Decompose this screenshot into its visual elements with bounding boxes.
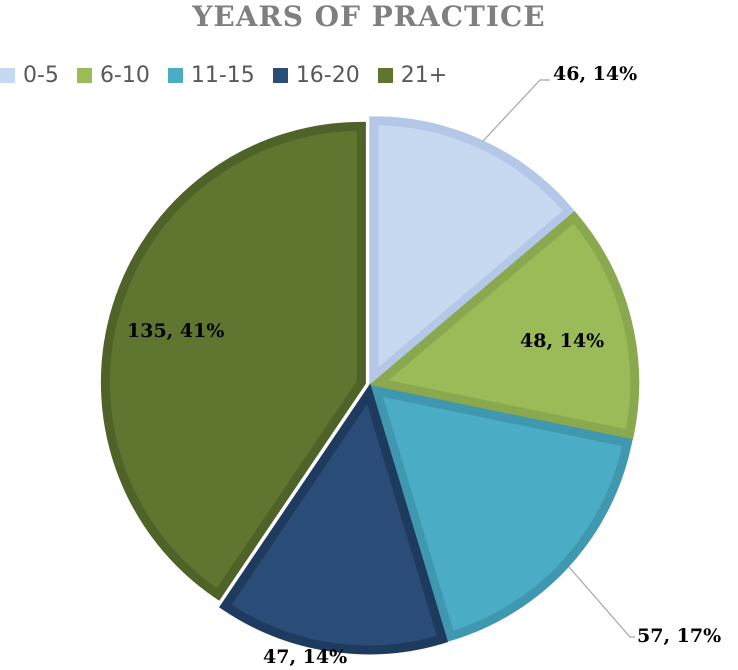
data-label-21-plus: 135, 41% <box>127 320 224 342</box>
legend-swatch-21-plus <box>377 67 393 83</box>
data-label-6-10: 48, 14% <box>520 330 604 352</box>
legend-item-6-10: 6-10 <box>76 62 150 88</box>
legend: 0-5 6-10 11-15 16-20 21+ <box>0 60 465 90</box>
legend-label-6-10: 6-10 <box>99 62 150 88</box>
pie-slice-16-20 <box>219 383 449 655</box>
pie-slice-0-5 <box>369 116 576 387</box>
chart-title: YEARS OF PRACTICE <box>192 0 546 33</box>
pie-slice-6-10 <box>368 210 640 440</box>
data-label-0-5: 46, 14% <box>553 63 637 85</box>
data-label-16-20: 47, 14% <box>263 646 347 668</box>
leader-line-0-5 <box>482 79 550 142</box>
data-label-11-15: 57, 17% <box>637 625 721 647</box>
legend-swatch-0-5 <box>0 67 15 83</box>
pie-slices <box>100 116 640 655</box>
leader-lines <box>482 79 635 638</box>
data-labels: 46, 14% 48, 14% 57, 17% 47, 14% 135, 41% <box>127 63 721 668</box>
pie-slice-21-plus <box>100 121 366 601</box>
leader-line-11-15 <box>568 566 635 638</box>
legend-label-0-5: 0-5 <box>23 62 59 88</box>
legend-item-11-15: 11-15 <box>167 62 255 88</box>
legend-item-21-plus: 21+ <box>377 62 448 88</box>
pie-slice-11-15 <box>370 385 633 642</box>
legend-label-11-15: 11-15 <box>190 62 255 88</box>
legend-label-16-20: 16-20 <box>295 62 360 88</box>
legend-label-21-plus: 21+ <box>400 62 448 88</box>
legend-swatch-11-15 <box>167 67 183 83</box>
legend-swatch-16-20 <box>272 67 288 83</box>
legend-item-0-5: 0-5 <box>0 63 59 88</box>
legend-item-16-20: 16-20 <box>272 62 360 88</box>
legend-swatch-6-10 <box>76 67 92 83</box>
